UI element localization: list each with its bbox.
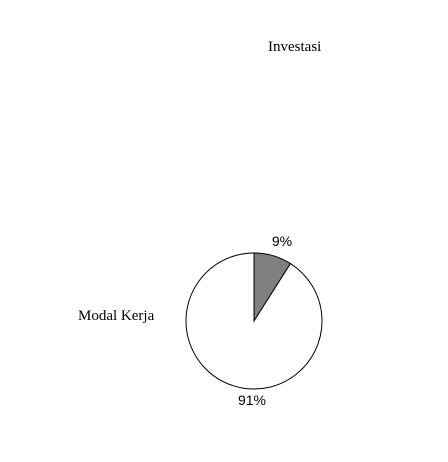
data-label-modal-kerja: 91% — [238, 392, 266, 408]
data-label-investasi: 9% — [272, 233, 292, 249]
pie-slices — [185, 252, 323, 390]
category-label-modal-kerja: Modal Kerja — [78, 308, 155, 324]
pie-slice-modal-kerja — [185, 252, 323, 390]
category-label-investasi: Investasi — [268, 39, 321, 55]
